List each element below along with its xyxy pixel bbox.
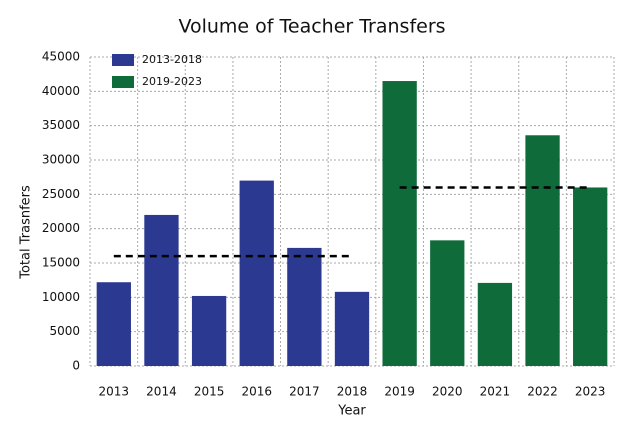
- bar: [239, 180, 274, 366]
- legend-label: 2019-2023: [142, 75, 202, 88]
- x-tick-label: 2014: [146, 385, 177, 399]
- y-tick-label: 20000: [42, 221, 80, 235]
- bar: [144, 214, 179, 366]
- bar: [96, 282, 131, 366]
- legend-swatch: [112, 76, 134, 88]
- bar: [573, 187, 608, 366]
- bar: [430, 240, 465, 366]
- legend-swatch: [112, 54, 134, 66]
- bar: [334, 291, 370, 366]
- y-tick-label: 15000: [42, 256, 80, 270]
- x-tick-label: 2023: [575, 385, 606, 399]
- bar: [382, 81, 417, 367]
- y-tick-label: 45000: [42, 50, 80, 64]
- y-tick-label: 10000: [42, 290, 80, 304]
- bar: [287, 247, 322, 366]
- y-tick-label: 0: [72, 359, 80, 373]
- x-tick-label: 2019: [384, 385, 415, 399]
- x-tick-label: 2020: [432, 385, 463, 399]
- bar: [477, 282, 513, 366]
- y-tick-label: 35000: [42, 118, 80, 132]
- chart-title: Volume of Teacher Transfers: [178, 16, 445, 38]
- bar: [191, 295, 227, 366]
- x-tick-label: 2017: [289, 385, 320, 399]
- x-tick-label: 2021: [480, 385, 511, 399]
- x-tick-label: 2022: [527, 385, 558, 399]
- y-tick-label: 5000: [49, 324, 80, 338]
- y-axis-label: Total Trasnfers: [19, 185, 34, 280]
- y-tick-label: 30000: [42, 153, 80, 167]
- x-tick-label: 2015: [194, 385, 225, 399]
- x-tick-label: 2018: [337, 385, 368, 399]
- y-tick-label: 40000: [42, 84, 80, 98]
- bar: [525, 135, 560, 366]
- x-axis-label: Year: [337, 404, 366, 419]
- legend-label: 2013-2018: [142, 53, 202, 66]
- x-tick-label: 2013: [99, 385, 130, 399]
- x-tick-label: 2016: [241, 385, 272, 399]
- y-tick-label: 25000: [42, 187, 80, 201]
